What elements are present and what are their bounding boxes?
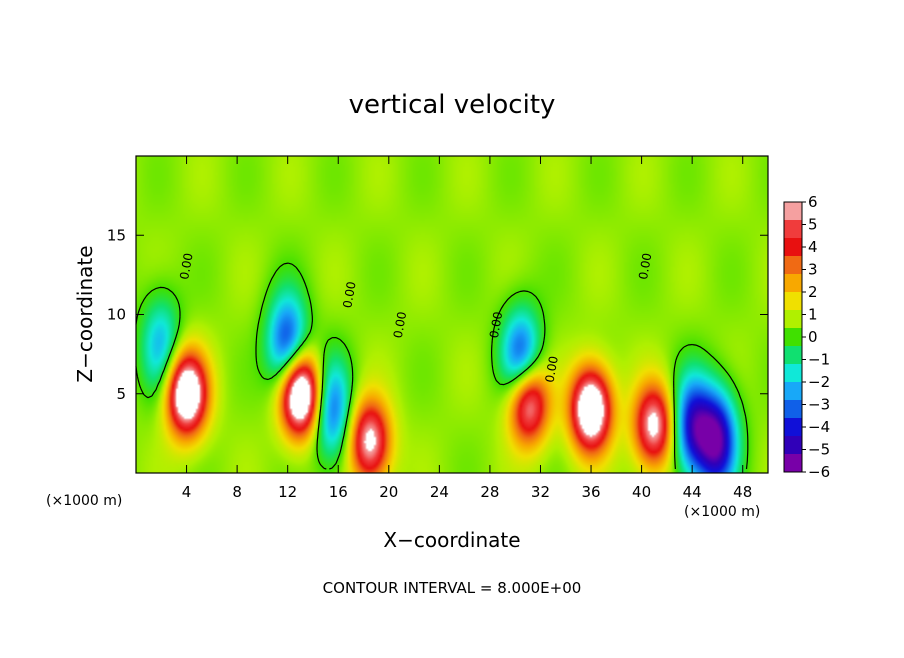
plot-area: 0.00 0.00 0.00 0.00 0.00 0.00 xyxy=(135,155,769,474)
contour-label: 0.00 xyxy=(177,252,195,281)
colorbar-swatch xyxy=(784,328,802,347)
colorbar-swatch xyxy=(784,436,802,455)
x-tick-label: 24 xyxy=(430,483,449,501)
colorbar-label: 5 xyxy=(808,216,818,234)
colorbar-swatch xyxy=(784,400,802,419)
colorbar-swatch xyxy=(784,220,802,239)
colorbar-swatch xyxy=(784,202,802,221)
x-tick-label: 12 xyxy=(278,483,297,501)
contour-label: 0.00 xyxy=(542,355,560,384)
colorbar-swatch xyxy=(784,382,802,401)
colorbar-label: 2 xyxy=(808,283,818,301)
colorbar-label: −6 xyxy=(808,463,830,481)
colorbar-label: −4 xyxy=(808,418,830,436)
colorbar-swatch xyxy=(784,238,802,257)
x-tick-label: 20 xyxy=(379,483,398,501)
chart-title: vertical velocity xyxy=(349,90,556,120)
y-tick-label: 5 xyxy=(116,385,126,403)
x-tick-label: 44 xyxy=(683,483,702,501)
colorbar: 6 5 4 3 2 1 0 −1 −2 −3 −4 −5 −6 xyxy=(783,193,830,481)
contour-zero xyxy=(135,262,749,470)
colorbar-label: −1 xyxy=(808,351,830,369)
x-tick-label: 16 xyxy=(329,483,348,501)
colorbar-label: −3 xyxy=(808,396,830,414)
colorbar-label: 4 xyxy=(808,238,818,256)
x-unit-left: (×1000 m) xyxy=(46,493,122,509)
y-axis: 5 10 15 xyxy=(107,226,768,403)
colorbar-label: 1 xyxy=(808,306,818,324)
y-axis-title: Z−coordinate xyxy=(73,245,97,382)
colorbar-swatch xyxy=(784,274,802,293)
x-tick-label: 40 xyxy=(632,483,651,501)
x-tick-label: 8 xyxy=(232,483,242,501)
colorbar-swatch xyxy=(784,346,802,365)
colorbar-label: −2 xyxy=(808,373,830,391)
contour-label: 0.00 xyxy=(636,252,654,281)
colorbar-swatch xyxy=(784,418,802,437)
colorbar-swatch xyxy=(784,454,802,473)
x-tick-label: 4 xyxy=(182,483,192,501)
x-axis: 4 8 12 16 20 24 28 32 36 40 44 48 xyxy=(182,156,752,501)
colorbar-label: 0 xyxy=(808,328,818,346)
y-tick-label: 10 xyxy=(107,306,126,324)
contour-interval: CONTOUR INTERVAL = 8.000E+00 xyxy=(323,579,582,597)
x-tick-label: 32 xyxy=(531,483,550,501)
colorbar-label: 3 xyxy=(808,261,818,279)
colorbar-swatch xyxy=(784,310,802,329)
contour-label: 0.00 xyxy=(340,280,358,309)
colorbar-label: 6 xyxy=(808,193,818,211)
x-axis-title: X−coordinate xyxy=(383,528,520,552)
contour-label: 0.00 xyxy=(487,311,505,340)
heatmap-field xyxy=(136,156,768,473)
x-tick-label: 36 xyxy=(581,483,600,501)
contour-lines xyxy=(135,262,749,470)
colorbar-swatch xyxy=(784,256,802,275)
colorbar-swatch xyxy=(784,364,802,383)
y-tick-label: 15 xyxy=(107,226,126,244)
x-tick-label: 48 xyxy=(733,483,752,501)
x-tick-label: 28 xyxy=(480,483,499,501)
colorbar-swatch xyxy=(784,292,802,311)
colorbar-label: −5 xyxy=(808,441,830,459)
x-unit-right: (×1000 m) xyxy=(684,504,760,520)
contour-label: 0.00 xyxy=(391,311,409,340)
contour-labels: 0.00 0.00 0.00 0.00 0.00 0.00 xyxy=(177,252,654,384)
